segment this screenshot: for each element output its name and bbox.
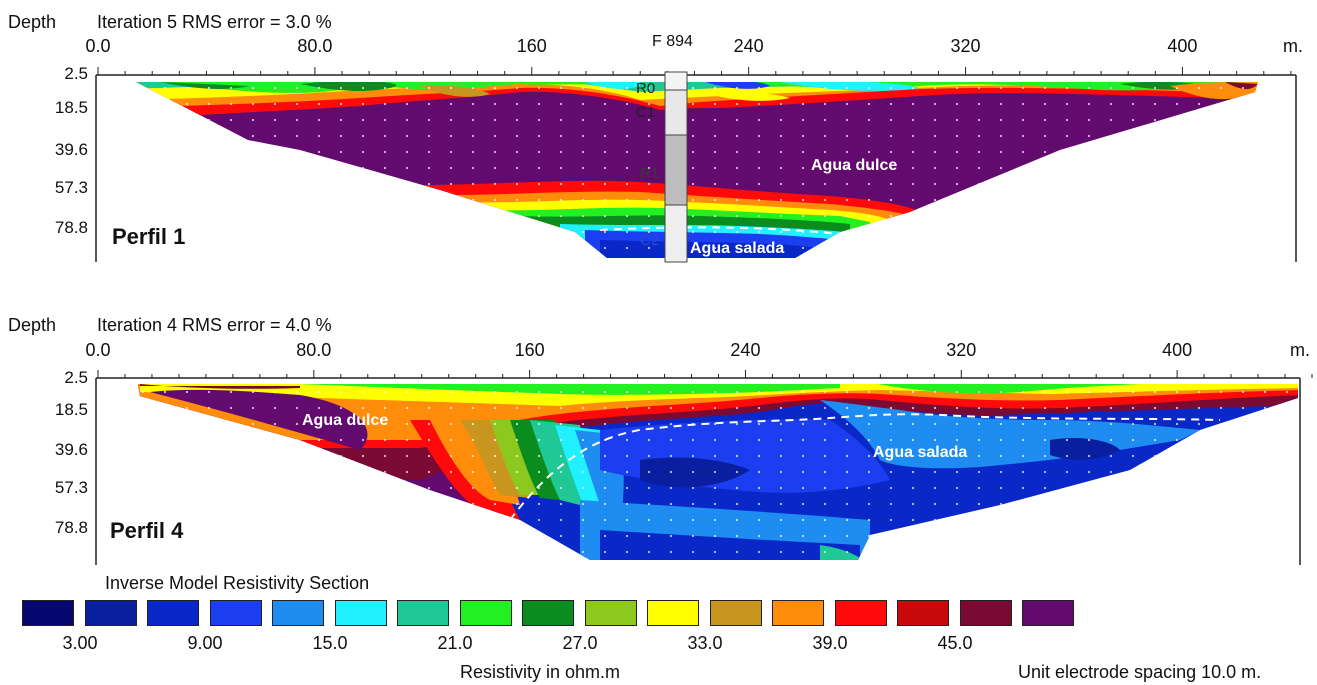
depth-tick-label: 78.8 <box>54 518 88 537</box>
legend-swatch <box>397 600 449 626</box>
depth-tick-label: 18.5 <box>54 400 88 419</box>
depth-tick-label: 18.5 <box>54 98 88 117</box>
legend-swatch <box>522 600 574 626</box>
x-tick-label: 0.0 <box>85 340 111 360</box>
x-tick-label: 0.0 <box>85 36 111 56</box>
legend-swatch <box>1022 600 1074 626</box>
legend-swatch <box>772 600 824 626</box>
legend-swatch <box>959 600 1012 626</box>
legend-value-label: 33.0 <box>687 633 723 653</box>
x-tick-label: 320 <box>946 340 977 360</box>
layer-label-c2: C2 <box>640 232 660 249</box>
x-tick-label: 160 <box>516 36 547 56</box>
fresh-water-label-1: Agua dulce <box>811 157 898 174</box>
legend-swatch <box>209 600 262 626</box>
legend-swatch <box>84 600 137 626</box>
salt-water-label-2: Agua salada <box>873 444 968 461</box>
layer-label-c1: C1 <box>636 104 656 121</box>
legend-value-label: 45.0 <box>937 633 973 653</box>
legend-value-label: 3.00 <box>62 633 98 653</box>
profile-label-1: Perfil 1 <box>112 224 186 249</box>
legend-swatch <box>584 600 637 626</box>
depth-tick-label: 2.5 <box>64 64 88 83</box>
legend-swatch <box>147 600 199 626</box>
x-tick-label: 400 <box>1162 340 1193 360</box>
depth-label-1: Depth <box>8 12 57 32</box>
legend-unit-label: Resistivity in ohm.m <box>460 662 621 682</box>
legend-swatch <box>897 600 949 626</box>
x-tick-label: 240 <box>733 36 764 56</box>
section-2-body <box>138 384 1298 560</box>
legend-value-label: 15.0 <box>312 633 348 653</box>
section-title-1: Iteration 5 RMS error = 3.0 % <box>97 12 332 32</box>
well-label: F 894 <box>652 33 693 50</box>
borehole-column <box>664 71 688 263</box>
layer-label-r1: R1 <box>640 165 660 182</box>
fresh-water-label-2: Agua dulce <box>302 412 389 429</box>
depth-tick-label: 57.3 <box>54 478 88 497</box>
legend-swatch <box>459 600 512 626</box>
x-tick-label: 80.0 <box>297 36 333 56</box>
legend-swatch <box>834 600 887 626</box>
depth-label-2: Depth <box>8 315 57 335</box>
x-tick-label: 400 <box>1167 36 1198 56</box>
depth-tick-label: 57.3 <box>54 178 88 197</box>
legend-swatch <box>647 600 699 626</box>
x-tick-label: 240 <box>730 340 761 360</box>
x-tick-label: 80.0 <box>296 340 332 360</box>
legend-title: Inverse Model Resistivity Section <box>105 573 370 593</box>
legend-swatch <box>22 600 74 626</box>
profile-label-2: Perfil 4 <box>110 518 184 543</box>
x-tick-label: 160 <box>514 340 545 360</box>
legend-swatch <box>709 600 762 626</box>
electrode-spacing-label: Unit electrode spacing 10.0 m. <box>1018 662 1262 682</box>
depth-tick-label: 39.6 <box>54 140 88 159</box>
x-tick-label: 320 <box>950 36 981 56</box>
legend-value-label: 39.0 <box>812 633 848 653</box>
legend-swatch <box>334 600 387 626</box>
axes-1 <box>95 67 1297 262</box>
legend-value-label: 21.0 <box>437 633 473 653</box>
depth-tick-label: 39.6 <box>54 440 88 459</box>
section-title-2: Iteration 4 RMS error = 4.0 % <box>97 315 332 335</box>
legend-value-label: 27.0 <box>562 633 598 653</box>
legend-value-label: 9.00 <box>187 633 223 653</box>
legend-swatch <box>272 600 324 626</box>
x-unit-2: m. <box>1290 340 1310 360</box>
section-1-body <box>136 82 1258 258</box>
depth-tick-label: 2.5 <box>64 368 88 387</box>
axes-2 <box>95 370 1313 565</box>
depth-tick-label: 78.8 <box>54 218 88 237</box>
x-unit-1: m. <box>1283 36 1303 56</box>
layer-label-r0: R0 <box>636 80 656 97</box>
salt-water-label-1: Agua salada <box>690 240 785 257</box>
